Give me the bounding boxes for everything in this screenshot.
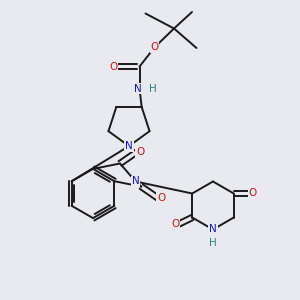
Text: H: H (148, 83, 156, 94)
Text: O: O (171, 219, 179, 229)
Text: N: N (132, 176, 140, 187)
Text: N: N (134, 83, 142, 94)
Text: N: N (209, 224, 217, 235)
Text: O: O (136, 147, 144, 157)
Text: O: O (249, 188, 257, 199)
Text: N: N (125, 141, 133, 151)
Text: O: O (150, 42, 159, 52)
Text: H: H (209, 238, 217, 248)
Text: O: O (157, 193, 166, 203)
Text: O: O (109, 61, 118, 72)
